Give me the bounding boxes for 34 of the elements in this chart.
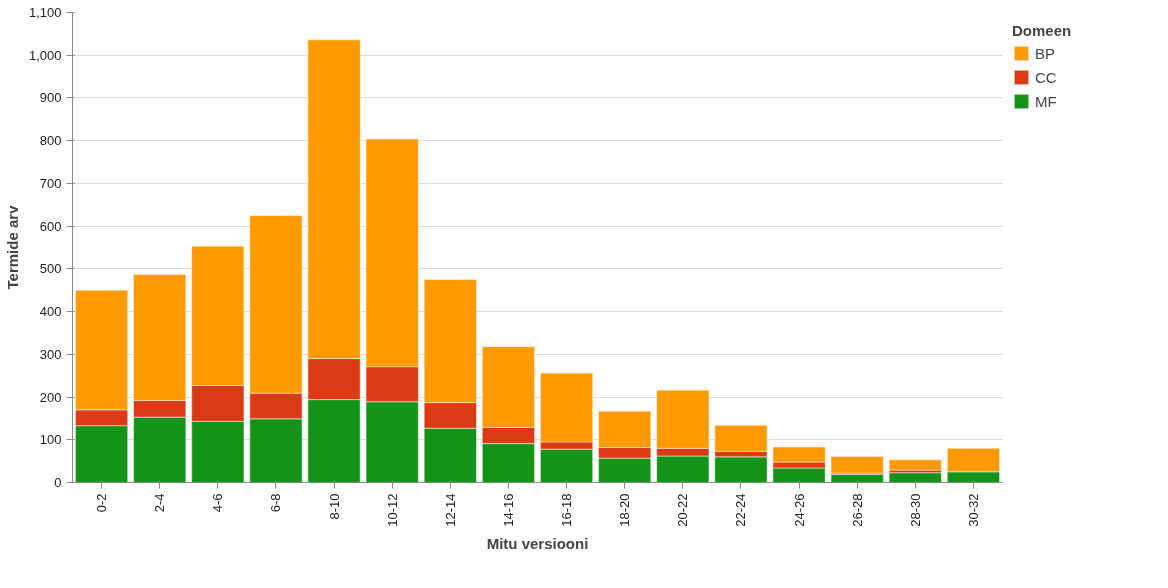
x-tick-label: 2-4 [152,493,168,513]
x-tick-label: 16-18 [559,493,575,527]
x-tick-label: 0-2 [94,493,110,513]
x-tick-label: 10-12 [384,493,400,527]
y-tick-label: 500 [39,261,62,277]
x-tick-label: 28-30 [907,493,923,527]
y-tick-label: 700 [39,175,62,191]
x-tick-label: 6-8 [268,493,284,513]
y-tick-label: 1,000 [28,47,62,63]
y-tick-label: 1,100 [28,5,62,20]
y-tick-label: 900 [39,90,62,106]
legend-label: BP [1035,44,1056,62]
x-tick-label: 24-26 [791,493,807,527]
y-tick-label: 0 [54,475,62,490]
y-tick-label: 800 [39,133,62,149]
x-tick-label: 22-24 [733,493,749,527]
x-tick-label: 14-16 [500,493,516,527]
legend-label: CC [1035,68,1057,86]
x-tick-label: 20-22 [675,493,691,527]
y-tick-label: 100 [39,432,62,448]
x-tick-label: 8-10 [326,493,342,520]
x-tick-label: 26-28 [849,493,865,527]
y-tick-label: 300 [39,346,62,362]
x-tick-label: 12-14 [442,493,458,527]
y-tick-label: 400 [39,304,62,320]
x-tick-label: 30-32 [965,493,981,527]
x-tick-label: 4-6 [210,493,226,513]
x-tick-label: 18-20 [617,493,633,527]
y-tick-label: 600 [39,218,62,234]
y-axis-title: Termide arv [3,204,21,290]
x-axis-title: Mitu versiooni [486,534,589,552]
y-tick-label: 200 [39,389,62,405]
legend-title: Domeen [1012,22,1072,39]
legend-label: MF [1035,92,1057,110]
